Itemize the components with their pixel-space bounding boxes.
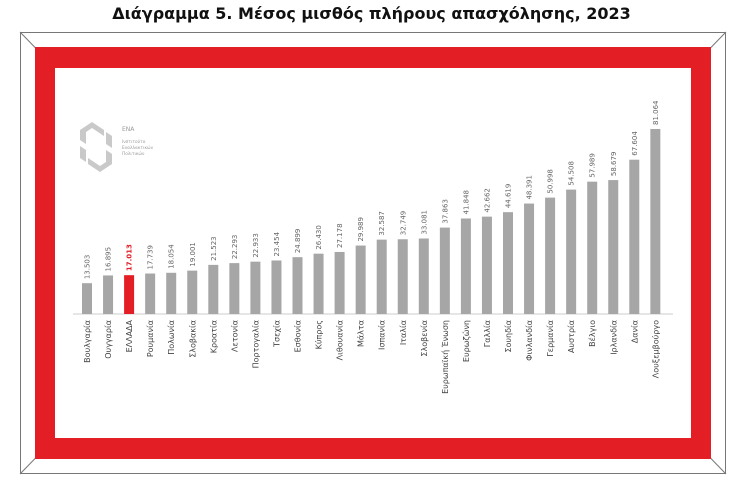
data-label: 37.863 [441,199,449,224]
category-label: Τσεχία [272,320,281,348]
bar [650,128,661,314]
category-label: Δανία [630,320,639,343]
data-label: 18.054 [168,244,176,269]
category-label: Λετονία [230,320,239,352]
bar [229,263,240,314]
data-label: 16.895 [105,247,113,271]
bar [566,189,577,314]
bar [418,238,429,314]
bar [271,260,282,314]
data-label: 21.523 [210,236,218,261]
data-label: 19.001 [189,242,197,266]
category-label: Πορτογαλία [251,320,260,368]
category-label: Ιταλία [399,320,408,345]
bar [355,245,366,314]
data-label: 41.848 [462,190,470,215]
data-label: 81.064 [652,100,660,125]
bar [460,218,471,314]
category-label: Κροατία [209,320,218,353]
category-label: Ισπανία [378,320,387,350]
category-label: Σλοβακία [188,320,197,358]
data-label: 22.933 [252,233,260,258]
bar [145,273,156,314]
bar [166,272,177,314]
data-label: 22.293 [231,235,239,260]
category-label: Λουξεμβούργο [650,320,660,378]
bar [439,227,450,314]
bar [124,275,135,314]
bar [376,239,387,314]
data-label: 17.013 [126,244,134,271]
bar [524,203,535,314]
data-label: 32.587 [378,211,386,236]
data-label: 50.998 [547,169,555,194]
bar [250,261,261,314]
data-label: 44.619 [505,184,513,209]
category-label: Βέλγιο [587,320,597,347]
bar [208,264,219,314]
category-label: Σουηδία [504,320,513,353]
category-label: Γερμανία [546,320,555,357]
category-label: Ιρλανδία [609,320,618,355]
data-label: 33.081 [420,210,428,235]
logo-subtitle-line: Πολιτικών [122,152,145,157]
bar [587,181,598,314]
ena-logo-icon [80,122,112,172]
category-label: Εσθονία [294,320,303,352]
category-label: Ευρωζώνη [461,320,471,362]
bar [103,275,114,314]
data-label: 29.989 [357,217,365,242]
bar [82,283,92,314]
data-label: 13.503 [84,255,92,280]
category-label: Λιθουανία [336,320,345,360]
logo-subtitle-line: Εναλλακτικών [122,146,153,151]
data-label: 17.739 [147,245,155,270]
category-label: Φινλανδία [525,320,534,361]
salary-bar-chart: 13.503 Βουλγαρία 16.895 Ουγγαρία 17.013 ΕΛΛΑΔ… [73,100,673,394]
bar [629,159,640,314]
data-label: 24.899 [294,229,302,254]
data-label: 27.178 [336,223,344,248]
data-label: 42.662 [483,188,491,213]
data-label: 23.454 [273,231,281,256]
bar [545,197,556,314]
bar [334,251,345,314]
data-label: 57.989 [589,153,597,178]
category-label: ΕΛΛΑΔΑ [125,319,134,352]
category-label: Μάλτα [357,320,366,347]
bar [608,180,619,314]
bar [481,216,492,314]
logo-name: ΕΝΑ [122,126,135,133]
data-label: 48.391 [526,175,534,200]
data-label: 32.749 [399,211,407,236]
bar [503,212,513,314]
page-title: Διάγραμμα 5. Μέσος μισθός πλήρους απασχό… [112,4,631,23]
logo-subtitle-line: Ινστιτούτο [122,140,146,145]
category-label: Γαλλία [483,320,492,347]
chart-panel [55,68,691,438]
data-label: 54.508 [568,161,576,186]
bar [397,239,408,314]
data-label: 26.430 [315,225,323,250]
bar [292,257,303,314]
data-label: 58.679 [610,152,618,177]
category-label: Ουγγαρία [104,320,113,359]
category-label: Πολωνία [167,320,176,355]
category-label: Αυστρία [567,320,576,353]
category-label: Ρουμανία [146,320,155,357]
bar [187,270,198,314]
category-label: Κύπρος [314,320,324,349]
category-label: Βουλγαρία [83,320,92,363]
category-label: Σλοβενία [420,320,429,357]
bar [313,253,324,314]
data-label: 67.604 [631,131,639,156]
category-label: Ευρωπαϊκή Ένωση [441,320,450,394]
